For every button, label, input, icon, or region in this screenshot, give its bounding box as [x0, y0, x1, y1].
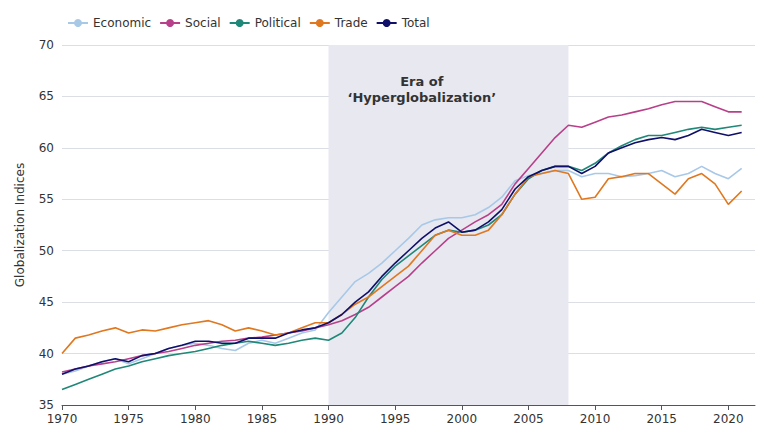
svg-text:Globalization Indices: Globalization Indices — [13, 163, 27, 287]
svg-text:1990: 1990 — [313, 412, 344, 426]
svg-text:Era of: Era of — [400, 74, 444, 89]
svg-text:40: 40 — [39, 347, 54, 361]
svg-text:Social: Social — [185, 16, 221, 30]
svg-text:‘Hyperglobalization’: ‘Hyperglobalization’ — [347, 90, 496, 105]
svg-text:45: 45 — [39, 295, 54, 309]
svg-text:55: 55 — [39, 192, 54, 206]
svg-text:Trade: Trade — [334, 16, 368, 30]
svg-text:2000: 2000 — [447, 412, 478, 426]
svg-text:1985: 1985 — [247, 412, 278, 426]
svg-text:70: 70 — [39, 38, 54, 52]
svg-text:60: 60 — [39, 141, 54, 155]
svg-text:2005: 2005 — [513, 412, 544, 426]
svg-text:1970: 1970 — [47, 412, 78, 426]
svg-text:2010: 2010 — [580, 412, 611, 426]
svg-text:50: 50 — [39, 244, 54, 258]
svg-text:1980: 1980 — [180, 412, 211, 426]
svg-text:2020: 2020 — [713, 412, 744, 426]
svg-text:65: 65 — [39, 89, 54, 103]
svg-text:1995: 1995 — [380, 412, 411, 426]
svg-text:Economic: Economic — [93, 16, 151, 30]
svg-text:35: 35 — [39, 398, 54, 412]
svg-text:Total: Total — [401, 16, 430, 30]
svg-text:Political: Political — [255, 16, 301, 30]
svg-text:1975: 1975 — [113, 412, 144, 426]
svg-text:2015: 2015 — [646, 412, 677, 426]
